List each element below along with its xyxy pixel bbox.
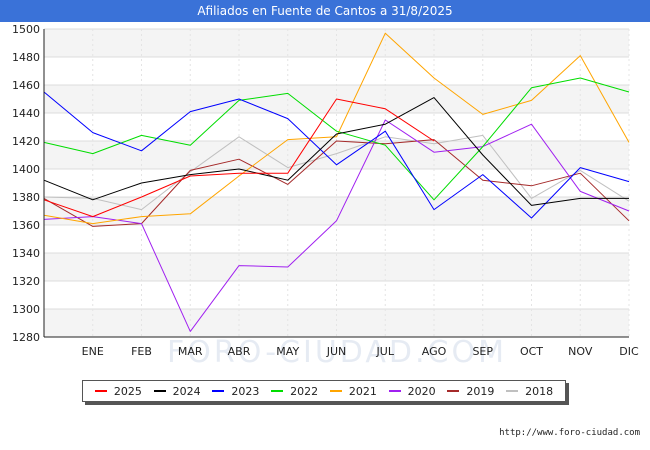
y-tick-label: 1400 [12,163,40,176]
x-tick-label: DIC [619,345,639,358]
legend-item-2018: 2018 [506,385,553,398]
series-lines [43,32,630,332]
x-tick-label: JUL [376,345,395,358]
y-tick-label: 1300 [12,303,40,316]
grid-band [44,253,629,281]
legend-swatch [506,390,519,392]
y-tick-label: 1420 [12,135,40,148]
legend-item-2023: 2023 [212,385,259,398]
series-line-2020 [43,119,630,332]
watermark: FORO-CIUDAD.COM [167,335,507,370]
x-tick-label: JUN [326,345,347,358]
legend-swatch [212,390,225,392]
legend-swatch [94,390,107,392]
legend-item-2024: 2024 [153,384,201,398]
series-line-2025 [43,98,435,218]
legend-item-2020: 2020 [388,384,436,398]
series-line-2023 [43,91,630,219]
legend-swatch [153,390,166,392]
y-tick-label: 1480 [12,51,40,64]
grid-band [44,309,629,337]
series-line-2022 [43,77,630,201]
legend-item-2019: 2019 [447,385,494,398]
x-tick-label: MAY [276,345,299,358]
footer-url: http://www.foro-ciudad.com [499,428,640,438]
legend: 2025 2024 2023 2022 2021 2020 2019 2018 [82,380,566,402]
y-tick-label: 1500 [12,23,40,36]
legend-item-2025: 2025 [94,384,142,398]
legend-label: 2020 [407,384,436,398]
legend-label: 2021 [348,384,377,398]
x-tick-label: MAR [178,345,203,358]
x-tick-label: ENE [82,345,104,358]
legend-item-2022: 2022 [271,385,318,398]
grid-band [44,29,629,57]
axes: 1280 1300 1320 1340 1360 1380 1400 1420 1440 1460… [12,23,639,358]
series-line-2021 [43,32,630,225]
legend-label: 2023 [231,384,260,398]
legend-item-2021: 2021 [329,384,377,398]
legend-swatch [271,390,284,392]
chart-title: Afiliados en Fuente de Cantos a 31/8/202… [0,0,650,22]
x-tick-label: OCT [520,345,543,358]
series-line-2024 [43,97,629,206]
legend-label: 2019 [466,384,495,398]
y-tick-label: 1440 [12,107,40,120]
y-tick-label: 1340 [12,247,40,260]
y-tick-label: 1380 [12,191,40,204]
legend-label: 2022 [290,384,319,398]
x-tick-label: NOV [568,345,593,358]
legend-label: 2025 [113,384,142,398]
y-tick-label: 1460 [12,79,40,92]
y-tick-label: 1320 [12,275,40,288]
x-tick-label: SEP [472,345,493,358]
legend-swatch [329,390,342,392]
legend-label: 2018 [525,384,554,398]
x-tick-label: FEB [131,345,152,358]
y-tick-label: 1280 [12,331,40,344]
legend-label: 2024 [172,384,201,398]
legend-swatch [388,390,401,392]
x-tick-label: AGO [422,345,447,358]
legend-swatch [447,390,460,392]
y-tick-label: 1360 [12,219,40,232]
x-tick-label: ABR [228,345,251,358]
series-line-2018 [43,134,630,211]
